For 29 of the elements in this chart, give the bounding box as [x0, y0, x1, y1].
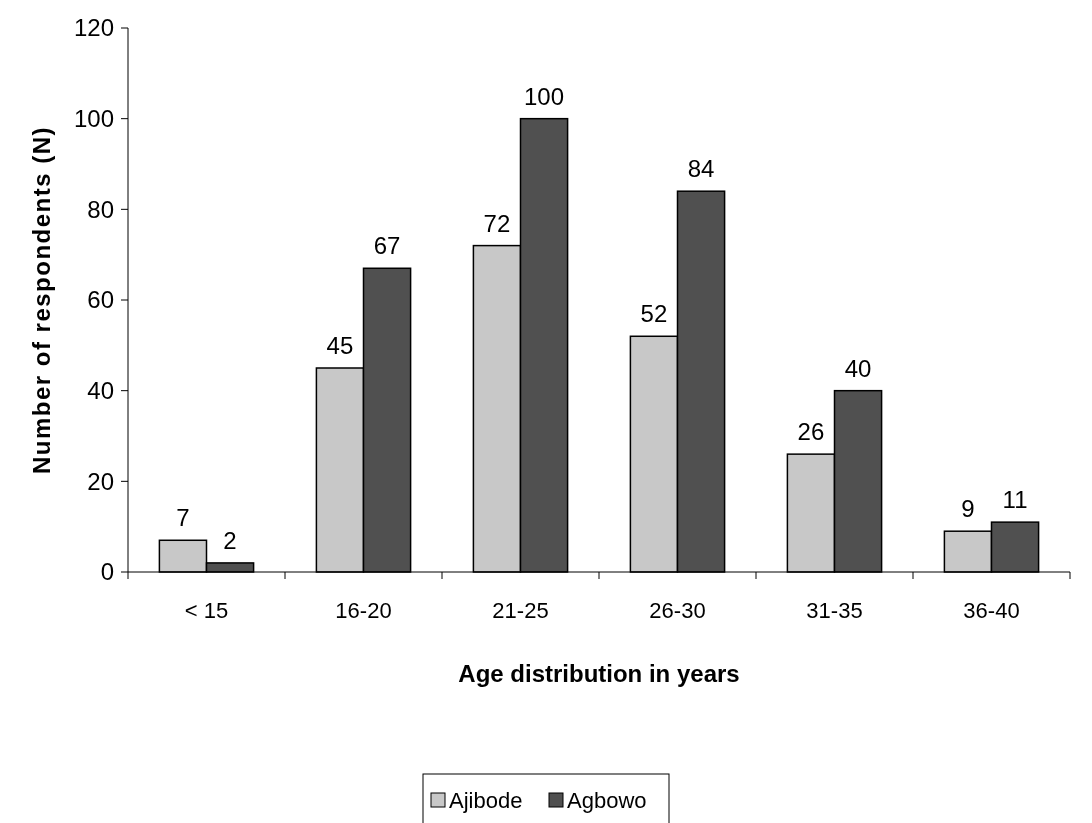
x-tick-label: 36-40 — [963, 598, 1020, 623]
x-tick-label: 16-20 — [335, 598, 392, 623]
data-label: 11 — [1002, 486, 1028, 514]
x-tick-label: < 15 — [184, 598, 229, 623]
data-label: 52 — [640, 300, 668, 328]
x-tick-label: 26-30 — [649, 598, 706, 623]
legend-label: Agbowo — [567, 787, 647, 813]
y-tick-label: 40 — [87, 377, 114, 405]
y-tick-label: 100 — [73, 105, 114, 133]
data-label: 72 — [483, 209, 511, 237]
x-tick-label: 21-25 — [492, 598, 549, 623]
data-label: 100 — [524, 82, 565, 110]
y-axis-title: Number of respondents (N) — [28, 125, 55, 475]
y-tick-label: 0 — [100, 558, 114, 586]
y-tick-label: 120 — [73, 14, 114, 42]
data-label: 67 — [373, 232, 401, 260]
legend-label: Ajibode — [449, 787, 523, 813]
y-tick-label: 80 — [87, 195, 114, 223]
data-label: 45 — [326, 332, 354, 359]
data-label: 84 — [687, 155, 715, 183]
data-label: 2 — [223, 526, 237, 554]
y-tick-label: 20 — [87, 467, 114, 495]
x-tick-label: 31-35 — [806, 598, 863, 623]
y-tick-label: 60 — [87, 286, 114, 314]
data-label: 40 — [844, 354, 872, 382]
data-label: 7 — [176, 504, 190, 532]
data-label: 26 — [797, 418, 825, 446]
x-axis-title: Age distribution in years — [458, 660, 740, 687]
data-label: 9 — [961, 495, 975, 523]
